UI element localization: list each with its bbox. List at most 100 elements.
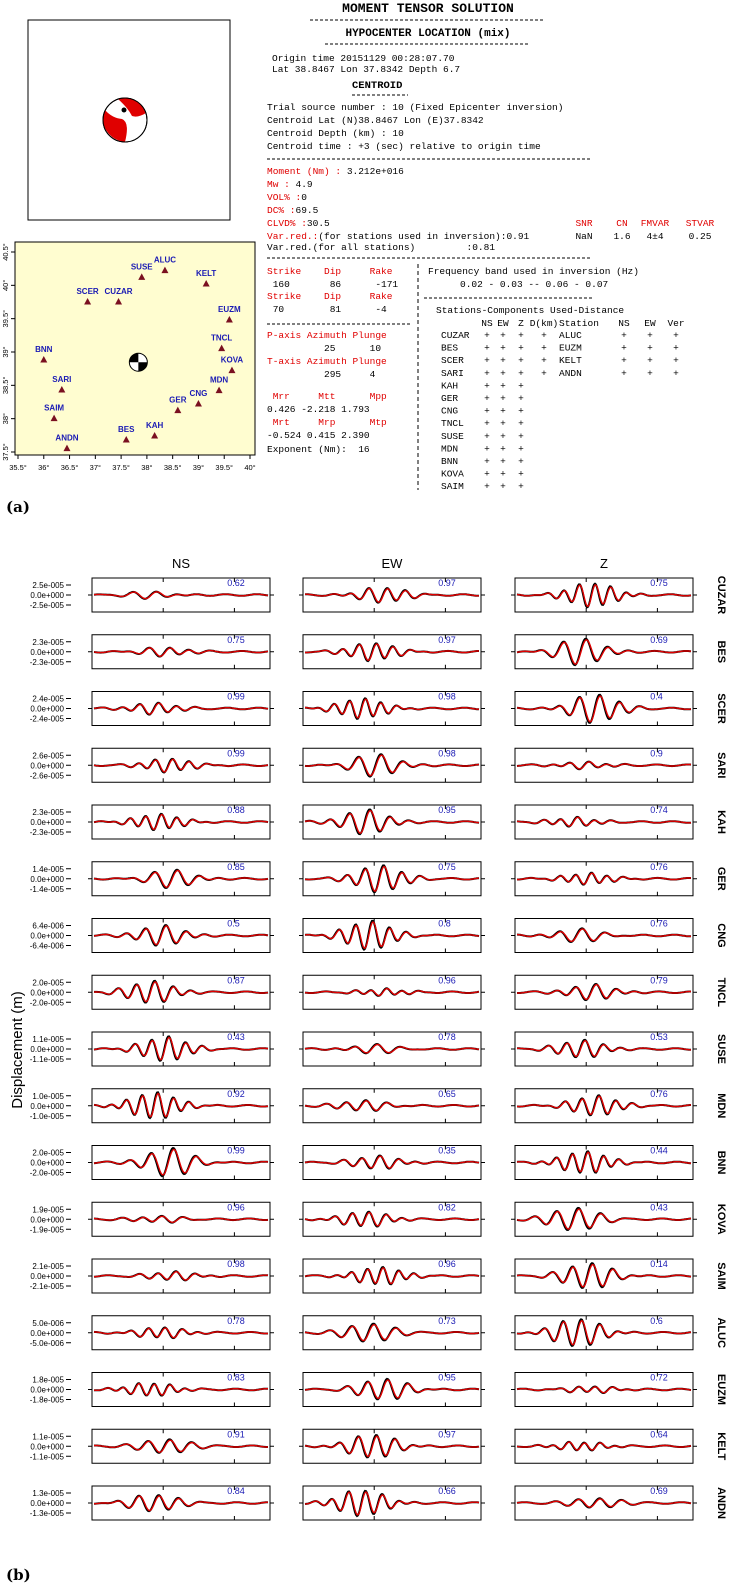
variance-reduction: 0.87 [227,975,245,985]
y-tick-label: -2.0e-005 [30,1169,65,1178]
component-flag: + [484,368,490,379]
moment-value: 0 [301,192,307,203]
synthetic-trace [305,1491,480,1516]
station-name: SAIM [441,481,464,492]
component-flag: + [541,343,547,354]
component-flag: + [484,431,490,442]
station-marker [63,444,71,452]
variance-reduction: 0.44 [650,1146,668,1156]
x-tick-label: 37° [90,463,101,472]
title: MOMENT TENSOR SOLUTION [342,1,514,16]
component-flag: + [518,456,524,467]
synthetic-trace [93,647,269,658]
variance-reduction: 0.76 [650,862,668,872]
stations-heading: Stations-Components Used-Distance [436,305,624,316]
y-tick-label: 0.0e+000 [30,818,64,827]
variance-reduction: 0.98 [227,1259,245,1269]
column-header: NS [618,318,630,329]
station-name: KELT [715,1432,727,1460]
synthetic-trace [517,872,691,885]
x-tick-label: 39.5° [215,463,233,472]
station-label: SUSE [131,262,153,271]
station-marker [202,280,210,287]
component-flag: + [500,418,506,429]
station-name: KELT [559,355,582,366]
component-flag: + [518,443,524,454]
component-flag: + [621,343,627,354]
station-name: SARI [715,752,727,778]
station-marker [194,400,202,407]
station-name: GER [715,867,727,891]
panel-label: (a) [6,498,30,516]
component-flag: + [621,330,627,341]
variance-reduction: 0.91 [227,1429,245,1439]
column-header: EW [497,318,509,329]
synthetic-trace [304,1211,480,1227]
synthetic-trace [93,702,269,715]
station-name: KOVA [441,469,464,480]
y-tick-label: 1.1e-005 [32,1432,64,1441]
column-header: EW [644,318,656,329]
component-flag: + [518,330,524,341]
variance-reduction: 0.76 [650,919,668,929]
station-label: BES [118,425,135,434]
x-tick-label: 40° [244,463,255,472]
variance-reduction: 0.83 [227,1373,245,1383]
station-label: CNG [190,389,208,398]
y-tick-label: 2.1e-005 [32,1262,64,1271]
station-name: ALUC [559,330,582,341]
moment-line: VOL% :0 [267,192,307,203]
y-tick-label: 37.5° [1,443,10,461]
mechanism-line: T-axis Azimuth Plunge [267,356,387,367]
y-tick-label: -1.1e-005 [30,1452,65,1461]
synthetic-trace [93,925,269,946]
mechanism-line: Exponent (Nm): 16 [267,444,370,455]
variance-reduction: 0.78 [227,1316,245,1326]
station-name: KOVA [715,1204,727,1235]
y-tick-label: -1.3e-005 [30,1509,65,1518]
station-label: BNN [35,345,53,354]
station-label: GER [169,396,187,405]
component-header: EW [382,556,404,571]
component-flag: + [518,380,524,391]
hypocenter-heading: HYPOCENTER LOCATION (mix) [345,28,510,40]
variance-reduction: 0.43 [227,1032,245,1042]
variance-reduction: 0.69 [650,635,668,645]
variance-reduction: 0.75 [227,635,245,645]
synthetic-trace [93,1270,269,1281]
y-tick-label: 40.5° [1,243,10,261]
quality-header: SNR [575,218,592,229]
y-tick-label: -2.5e-005 [30,601,65,610]
component-flag: + [500,393,506,404]
synthetic-trace [517,984,691,1001]
y-tick-label: 0.0e+000 [30,932,64,941]
moment-line: CLVD% :30.5 [267,218,330,229]
variance-reduction: 0.99 [227,748,245,758]
variance-reduction: 0.97 [438,635,456,645]
station-name: ANDN [715,1487,727,1519]
y-tick-label: -1.1e-005 [30,1055,65,1064]
component-flag: + [484,456,490,467]
moment-label: DC% : [267,205,296,216]
component-flag: + [518,418,524,429]
x-tick-label: 36.5° [61,463,79,472]
station-label: CUZAR [105,287,133,296]
component-flag: + [647,355,653,366]
synthetic-trace [304,865,480,893]
variance-reduction: 0.73 [438,1316,456,1326]
quality-header: CN [616,218,627,229]
component-flag: + [621,355,627,366]
y-tick-label: 2.5e-005 [32,581,64,590]
variance-reduction: 0.98 [438,748,456,758]
variance-reduction: 0.53 [650,1032,668,1042]
station-name: BNN [715,1151,727,1175]
station-marker [40,356,48,363]
station-marker [228,366,236,374]
y-tick-label: 0.0e+000 [30,1159,64,1168]
synthetic-trace [93,758,269,773]
component-flag: + [484,418,490,429]
x-tick-label: 38.5° [164,463,182,472]
variance-reduction: 0.35 [438,1146,456,1156]
x-tick-label: 39° [193,463,204,472]
